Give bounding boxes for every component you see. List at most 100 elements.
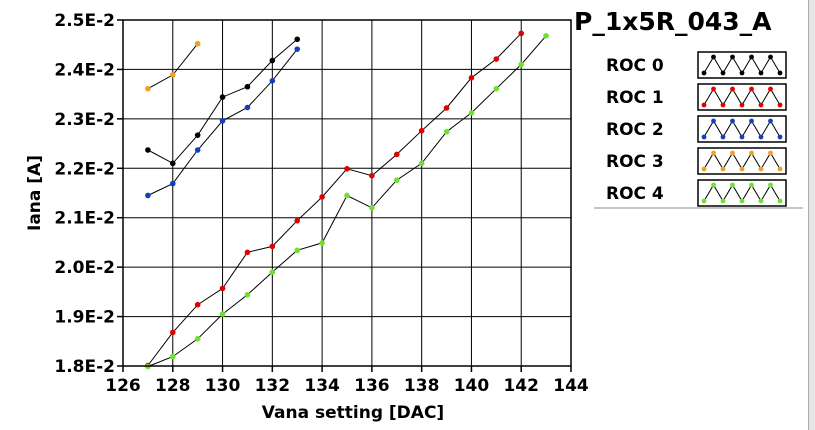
series-roc-3: [145, 40, 201, 92]
data-point: [269, 269, 276, 275]
data-point: [369, 205, 375, 211]
y-tick-label: 2.5E-2: [54, 11, 115, 31]
data-point: [169, 160, 176, 167]
legend-label: ROC 3: [606, 152, 664, 172]
series-group: [145, 30, 549, 370]
legend-swatch-point: [768, 118, 773, 124]
x-axis-label: Vana setting [DAC]: [262, 403, 444, 423]
legend-swatch-point: [711, 86, 716, 92]
legend-swatch-point: [720, 70, 726, 76]
legend-swatch-point: [730, 118, 735, 124]
y-tick-labels: 1.8E-2 1.9E-2 2.0E-2 2.1E-2 2.2E-2 2.3E-2 2.4E…: [54, 11, 115, 377]
legend: ROC 0 ROC 1 ROC 2 ROC 3 ROC 4: [594, 51, 803, 209]
legend-swatch-point: [730, 150, 735, 156]
x-tick-label: 130: [205, 376, 241, 396]
x-tick-labels: 126 128 130 132 134 136 138 140 142 144: [105, 376, 589, 396]
legend-swatch-point: [768, 150, 773, 156]
legend-swatch-point: [730, 182, 735, 188]
legend-swatch-point: [758, 102, 764, 108]
data-point: [418, 160, 425, 167]
data-point: [493, 56, 500, 62]
legend-swatch-point: [749, 118, 754, 124]
data-point: [194, 147, 201, 153]
data-point: [169, 180, 176, 187]
x-tick-label: 140: [454, 376, 490, 396]
data-point: [269, 57, 276, 64]
legend-swatch-point: [749, 86, 754, 92]
legend-swatch-point: [768, 54, 773, 60]
window-edge: [808, 0, 815, 430]
legend-swatch-point: [758, 70, 764, 76]
data-point: [468, 75, 475, 81]
legend-swatch-point: [720, 102, 726, 108]
y-tick-label: 2.1E-2: [54, 209, 115, 229]
x-tick-label: 128: [155, 376, 191, 396]
y-tick-label: 1.9E-2: [54, 308, 115, 328]
data-point: [194, 336, 201, 342]
data-point: [145, 85, 151, 92]
legend-label: ROC 0: [606, 56, 664, 76]
legend-label: ROC 1: [606, 88, 664, 108]
data-point: [194, 301, 201, 308]
legend-swatch-point: [720, 198, 726, 204]
x-tick-label: 126: [105, 376, 141, 396]
legend-swatch-point: [777, 102, 783, 108]
data-point: [418, 127, 425, 134]
data-point: [443, 128, 450, 135]
y-tick-label: 1.8E-2: [54, 357, 115, 377]
series-roc-4: [145, 33, 549, 370]
data-point: [219, 311, 226, 317]
legend-swatch-point: [701, 198, 707, 204]
y-tick-label: 2.3E-2: [54, 110, 115, 130]
data-point: [443, 105, 450, 111]
x-tick-label: 144: [553, 376, 589, 396]
x-tick-label: 132: [255, 376, 291, 396]
legend-swatch-point: [768, 86, 773, 92]
legend-swatch-point: [777, 198, 783, 204]
data-point: [319, 194, 325, 200]
data-point: [244, 83, 251, 90]
legend-swatch-point: [701, 134, 707, 140]
legend-swatch-point: [777, 166, 783, 172]
data-point: [219, 118, 226, 124]
data-point: [194, 40, 201, 47]
legend-swatch-point: [768, 182, 773, 188]
legend-swatch-point: [758, 166, 764, 172]
legend-swatch-point: [730, 54, 735, 60]
data-point: [393, 151, 400, 158]
series-roc-0: [145, 36, 301, 167]
data-point: [169, 329, 176, 336]
data-point: [219, 94, 226, 100]
legend-swatch-point: [758, 198, 764, 204]
data-point: [294, 36, 301, 43]
series-roc-2: [145, 46, 301, 199]
legend-swatch-point: [777, 70, 783, 76]
y-axis-label: Iana [A]: [25, 155, 45, 231]
data-point: [169, 72, 176, 78]
data-point: [219, 285, 226, 292]
data-point: [543, 33, 549, 39]
chart-title: P_1x5R_043_A: [574, 7, 772, 36]
x-tick-label: 138: [404, 376, 440, 396]
legend-swatch-point: [711, 54, 716, 60]
legend-swatch-point: [749, 150, 754, 156]
legend-swatch-point: [720, 166, 726, 172]
legend-swatch-point: [739, 198, 745, 204]
x-tick-label: 134: [304, 376, 340, 396]
data-point: [145, 147, 151, 153]
legend-label: ROC 4: [606, 184, 664, 204]
data-point: [269, 77, 276, 84]
x-tick-label: 136: [354, 376, 390, 396]
legend-swatch-point: [701, 102, 707, 108]
legend-swatch-point: [749, 54, 754, 60]
legend-swatch-point: [711, 118, 716, 124]
legend-swatch-point: [739, 166, 745, 172]
y-tick-label: 2.4E-2: [54, 60, 115, 80]
legend-swatch-point: [777, 134, 783, 140]
data-point: [244, 292, 251, 298]
data-point: [244, 104, 251, 111]
data-point: [518, 61, 525, 68]
data-point: [294, 217, 301, 224]
legend-swatch-point: [749, 182, 754, 188]
